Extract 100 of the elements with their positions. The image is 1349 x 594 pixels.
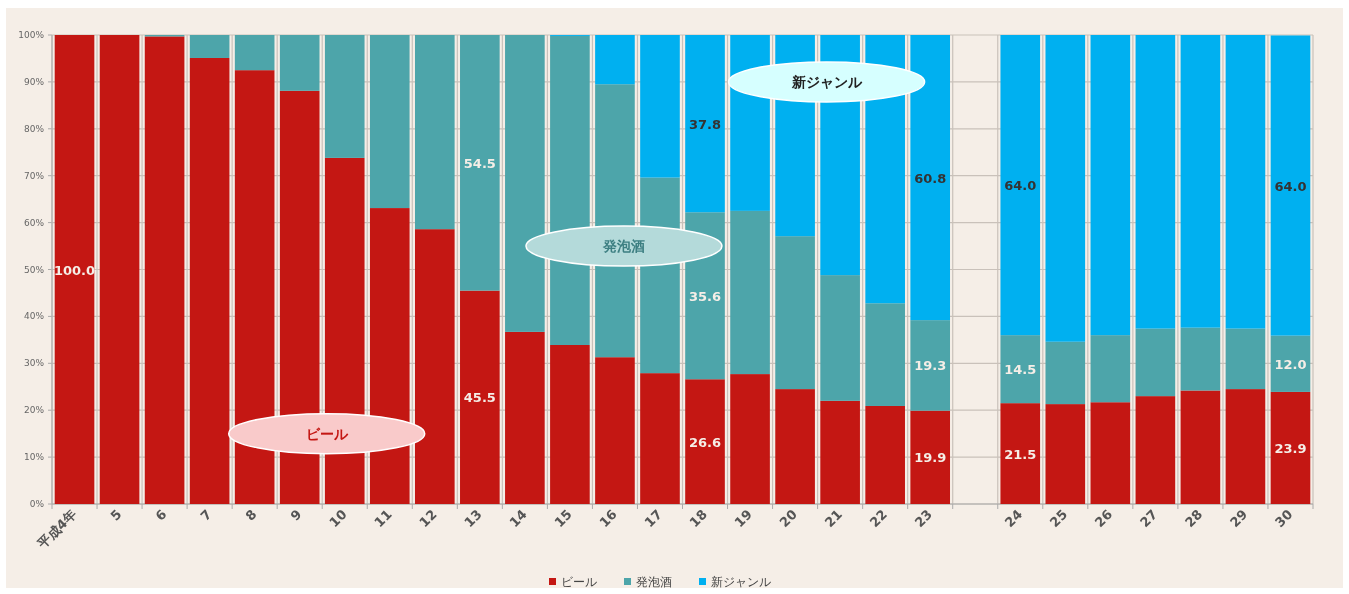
- x-tick-label: 17: [641, 506, 665, 531]
- data-label: 60.8: [914, 170, 947, 186]
- bar: [1225, 328, 1266, 390]
- data-label: 21.5: [1004, 446, 1037, 462]
- x-tick-label: 21: [821, 506, 846, 531]
- bar: [414, 35, 455, 230]
- y-tick-label: 100%: [18, 30, 45, 40]
- x-tick-label: 25: [1046, 506, 1071, 531]
- annotation: 発泡酒: [601, 238, 645, 255]
- x-tick-label: 8: [242, 506, 260, 524]
- bar: [730, 374, 770, 504]
- x-tick-label: 7: [197, 506, 215, 524]
- x-tick-label: 27: [1136, 506, 1161, 531]
- bar: [1045, 404, 1086, 504]
- bar: [1000, 35, 1041, 336]
- bar: [775, 236, 815, 390]
- bar: [234, 35, 275, 71]
- x-tick-label: 28: [1181, 506, 1206, 531]
- bar: [234, 70, 275, 504]
- y-tick-label: 40%: [23, 311, 45, 322]
- bar: [369, 35, 410, 209]
- x-tick-label: 14: [506, 506, 530, 531]
- bar: [1270, 35, 1311, 336]
- bar: [1000, 403, 1041, 504]
- bar: [505, 35, 545, 332]
- bar: [550, 345, 590, 504]
- x-tick-label: 5: [107, 506, 125, 524]
- y-tick-label: 60%: [23, 217, 45, 228]
- bar: [1000, 335, 1041, 404]
- bar: [1090, 335, 1131, 403]
- x-tick-label: 23: [911, 506, 936, 531]
- bar: [1135, 328, 1176, 397]
- bar: [640, 35, 680, 178]
- bar: [460, 35, 500, 291]
- x-tick-label: 11: [371, 506, 395, 531]
- bar: [910, 320, 951, 411]
- x-tick-label: 9: [287, 506, 305, 524]
- y-tick-label: 0%: [29, 499, 45, 509]
- x-tick-label: 13: [461, 506, 485, 531]
- bar: [414, 229, 455, 504]
- bar: [1090, 35, 1131, 336]
- bar: [640, 373, 680, 504]
- bar: [1045, 341, 1086, 405]
- annotation: 新ジャンル: [790, 73, 863, 90]
- legend-label: 発泡酒: [636, 575, 672, 589]
- data-label: 45.5: [463, 390, 496, 406]
- bar: [144, 36, 185, 504]
- legend-label: 新ジャンル: [711, 575, 771, 589]
- x-tick-label: 16: [596, 506, 620, 531]
- data-label: 37.8: [688, 116, 722, 132]
- bar: [279, 35, 320, 91]
- bar: [1270, 335, 1311, 392]
- bar: [595, 35, 635, 85]
- x-tick-label: 15: [551, 506, 575, 531]
- bar: [775, 389, 815, 504]
- data-label: 100.0: [53, 262, 96, 278]
- bar: [1180, 390, 1221, 504]
- y-tick-label: 20%: [23, 405, 45, 416]
- data-label: 54.5: [463, 155, 496, 171]
- bar: [820, 400, 860, 504]
- bar: [505, 331, 545, 504]
- bar: [279, 90, 320, 504]
- bar: [99, 35, 140, 504]
- bar: [820, 275, 860, 401]
- bar: [189, 35, 230, 58]
- bar: [910, 410, 951, 504]
- x-tick-label: 29: [1227, 506, 1251, 531]
- bar: [324, 35, 365, 158]
- x-tick-label: 19: [731, 506, 755, 531]
- bar: [685, 35, 725, 213]
- y-tick-label: 90%: [23, 76, 45, 87]
- legend-label: ビール: [561, 575, 597, 589]
- data-label: 64.0: [1004, 178, 1037, 194]
- bar: [910, 35, 951, 321]
- annotation: ビール: [305, 425, 349, 442]
- x-tick-label: 18: [686, 506, 710, 531]
- x-tick-label: 30: [1272, 506, 1296, 531]
- bar: [1225, 389, 1266, 504]
- data-label: 23.9: [1274, 440, 1307, 456]
- bar: [595, 357, 635, 504]
- x-tick-label: 20: [776, 506, 801, 531]
- data-label: 19.9: [914, 450, 947, 466]
- y-tick-label: 50%: [23, 264, 45, 275]
- bar: [1180, 327, 1221, 391]
- data-label: 64.0: [1274, 178, 1307, 194]
- bar: [1090, 402, 1131, 504]
- bar: [460, 290, 500, 504]
- bar: [189, 57, 230, 504]
- y-tick-label: 10%: [23, 452, 45, 463]
- x-tick-label: 平成4年: [34, 506, 80, 552]
- bar: [685, 379, 725, 504]
- x-tick-label: 12: [416, 506, 440, 531]
- bar: [730, 210, 770, 375]
- data-label: 26.6: [688, 434, 722, 450]
- bar: [865, 303, 905, 406]
- data-label: 19.3: [914, 358, 947, 374]
- x-tick-label: 22: [866, 506, 891, 531]
- bar: [865, 405, 905, 504]
- x-tick-label: 24: [1001, 506, 1026, 531]
- data-label: 35.6: [688, 288, 722, 304]
